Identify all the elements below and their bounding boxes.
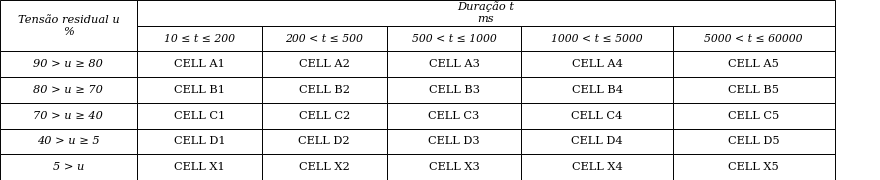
Text: CELL X5: CELL X5 (729, 162, 779, 172)
Text: CELL C1: CELL C1 (173, 111, 225, 121)
Bar (673, 51, 834, 77)
Text: CELL D1: CELL D1 (173, 136, 225, 146)
Bar (262, 51, 387, 77)
Bar (521, 129, 672, 154)
Text: 5000 < t ≤ 60000: 5000 < t ≤ 60000 (705, 34, 803, 44)
Text: CELL X3: CELL X3 (429, 162, 480, 172)
Text: CELL B5: CELL B5 (729, 85, 779, 95)
Bar (262, 103, 387, 129)
Text: CELL D3: CELL D3 (429, 136, 480, 146)
Text: CELL D4: CELL D4 (571, 136, 623, 146)
Text: 90 > u ≥ 80: 90 > u ≥ 80 (33, 59, 103, 69)
Text: CELL B1: CELL B1 (174, 85, 224, 95)
Bar (0, 51, 137, 77)
Text: CELL A1: CELL A1 (174, 59, 224, 69)
Text: 70 > u ≥ 40: 70 > u ≥ 40 (33, 111, 103, 121)
Bar (387, 129, 521, 154)
Bar (673, 103, 834, 129)
Bar (137, 103, 262, 129)
Bar (673, 154, 834, 180)
Text: 40 > u ≥ 5: 40 > u ≥ 5 (37, 136, 99, 146)
Bar (262, 129, 387, 154)
Text: CELL A4: CELL A4 (572, 59, 622, 69)
Text: CELL B4: CELL B4 (572, 85, 622, 95)
Bar (387, 51, 521, 77)
Bar (137, 129, 262, 154)
Text: CELL C3: CELL C3 (429, 111, 480, 121)
Text: CELL C5: CELL C5 (728, 111, 780, 121)
Text: 1000 < t ≤ 5000: 1000 < t ≤ 5000 (551, 34, 643, 44)
Text: CELL B3: CELL B3 (429, 85, 480, 95)
Text: CELL C2: CELL C2 (298, 111, 350, 121)
Bar (262, 26, 387, 51)
Bar (521, 103, 672, 129)
Bar (137, 51, 262, 77)
Bar (673, 26, 834, 51)
Bar (0, 154, 137, 180)
Bar (262, 154, 387, 180)
Bar (0, 77, 137, 103)
Bar (673, 77, 834, 103)
Bar (521, 51, 672, 77)
Bar (521, 154, 672, 180)
Bar (0, 0, 137, 51)
Bar (0, 103, 137, 129)
Text: 200 < t ≤ 500: 200 < t ≤ 500 (285, 34, 363, 44)
Bar (521, 26, 672, 51)
Text: CELL B2: CELL B2 (299, 85, 349, 95)
Bar (137, 77, 262, 103)
Text: CELL X1: CELL X1 (174, 162, 224, 172)
Text: CELL C4: CELL C4 (571, 111, 623, 121)
Bar (137, 0, 834, 26)
Text: 80 > u ≥ 70: 80 > u ≥ 70 (33, 85, 103, 95)
Bar (521, 77, 672, 103)
Text: CELL A5: CELL A5 (729, 59, 779, 69)
Text: 10 ≤ t ≤ 200: 10 ≤ t ≤ 200 (164, 34, 235, 44)
Text: CELL D5: CELL D5 (728, 136, 780, 146)
Text: Tensão residual u
%: Tensão residual u % (18, 15, 120, 37)
Text: Duração t
ms: Duração t ms (458, 2, 514, 24)
Bar (387, 77, 521, 103)
Text: 500 < t ≤ 1000: 500 < t ≤ 1000 (412, 34, 496, 44)
Bar (262, 77, 387, 103)
Bar (137, 26, 262, 51)
Text: 5 > u: 5 > u (53, 162, 84, 172)
Bar (387, 154, 521, 180)
Bar (387, 103, 521, 129)
Text: CELL D2: CELL D2 (298, 136, 350, 146)
Bar (137, 154, 262, 180)
Text: CELL A3: CELL A3 (429, 59, 480, 69)
Text: CELL A2: CELL A2 (299, 59, 349, 69)
Text: CELL X4: CELL X4 (572, 162, 622, 172)
Bar (673, 129, 834, 154)
Text: CELL X2: CELL X2 (299, 162, 349, 172)
Bar (387, 26, 521, 51)
Bar (0, 129, 137, 154)
